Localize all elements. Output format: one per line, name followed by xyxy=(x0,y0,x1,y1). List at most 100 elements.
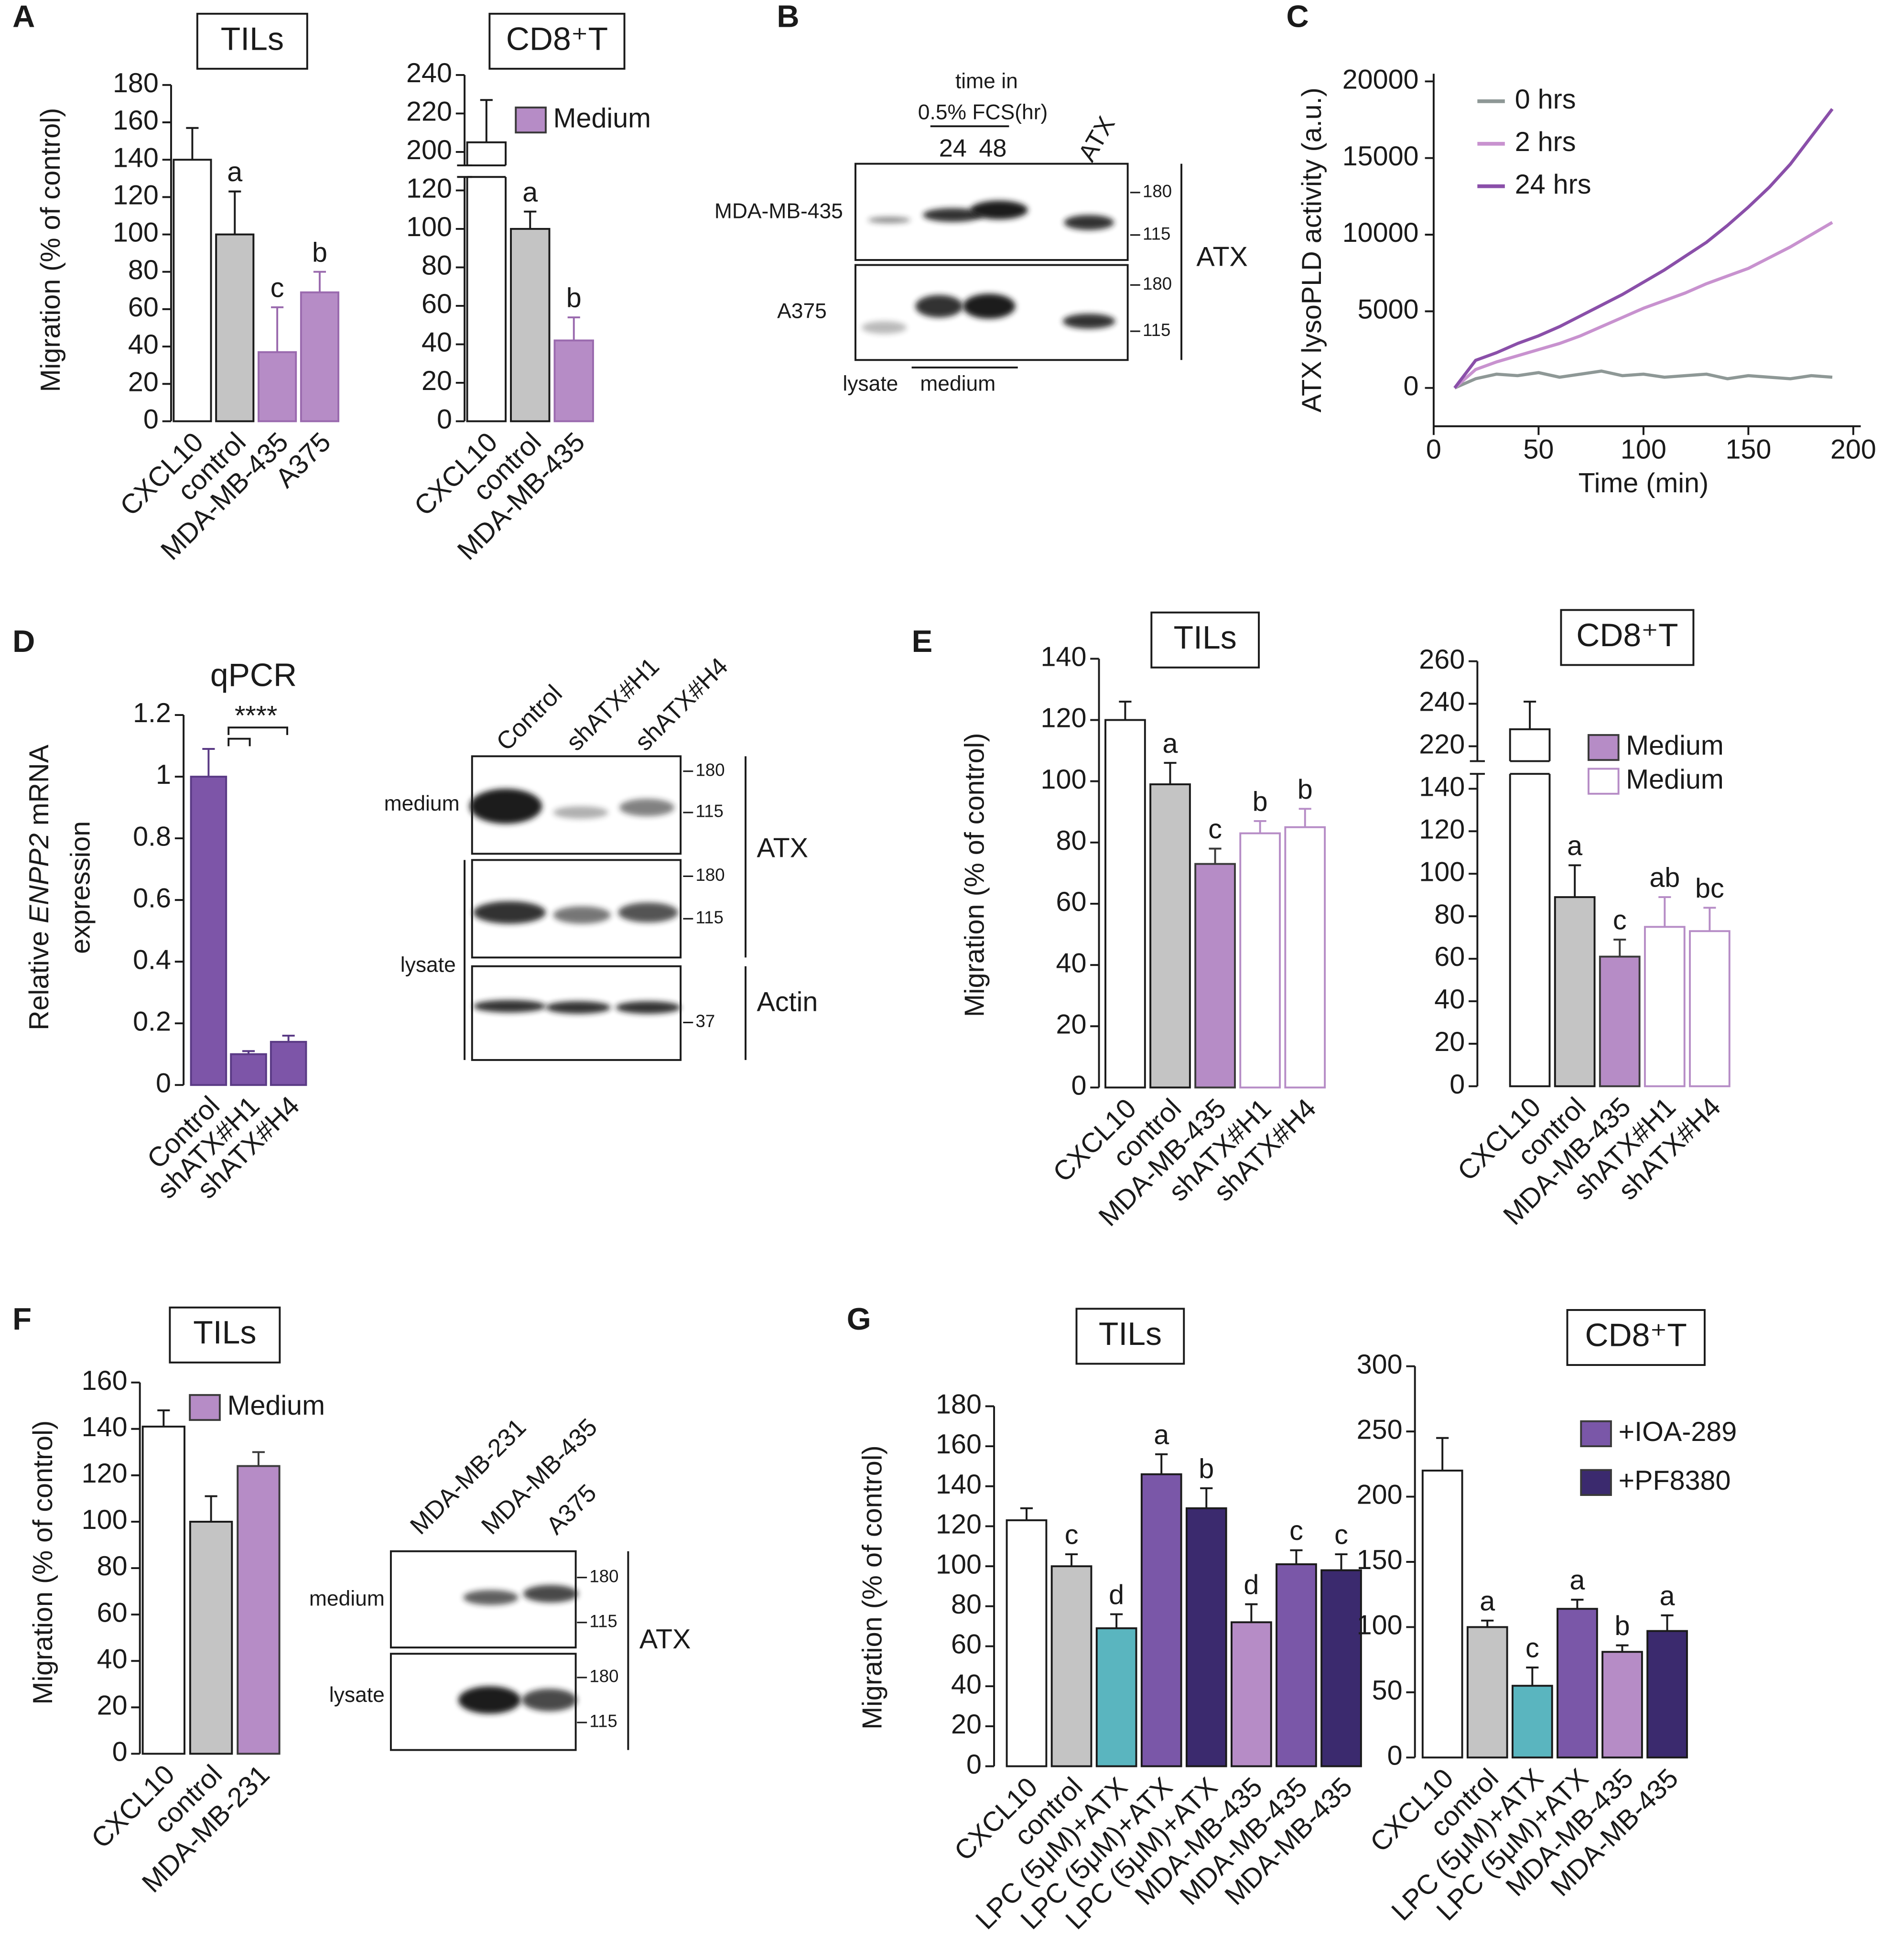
target-label: Actin xyxy=(757,986,818,1017)
bar xyxy=(141,1425,185,1755)
blot-band xyxy=(553,806,608,819)
y-tick-label: 160 xyxy=(113,105,159,136)
row-label: MDA-MB-435 xyxy=(714,199,843,223)
panel-label: D xyxy=(12,624,35,659)
y-tick-label: 120 xyxy=(406,173,452,204)
bar xyxy=(230,1053,267,1086)
error-bar xyxy=(1200,1487,1213,1508)
error-bar xyxy=(1020,1507,1033,1520)
bar xyxy=(1689,930,1731,1087)
row-label: medium xyxy=(384,792,460,815)
x-tick-label: 0 xyxy=(1426,434,1441,465)
bar xyxy=(189,1521,233,1755)
y-tick-label: 140 xyxy=(936,1469,982,1500)
blot-band xyxy=(868,217,910,223)
bar xyxy=(1276,1563,1317,1767)
y-tick-label: 80 xyxy=(951,1589,982,1620)
y-tick-label: 1 xyxy=(156,759,171,790)
error-bar xyxy=(567,316,580,341)
error-bar xyxy=(1661,1614,1674,1631)
bar xyxy=(1284,826,1326,1089)
y-tick-label: 200 xyxy=(406,135,452,165)
y-tick-label: 40 xyxy=(951,1669,982,1700)
bar xyxy=(1050,1565,1092,1767)
title-box xyxy=(1560,609,1695,666)
y-tick-label: 100 xyxy=(113,217,159,248)
error-bar xyxy=(524,210,537,229)
error-bar xyxy=(157,1409,170,1427)
bar xyxy=(215,233,255,422)
bar xyxy=(300,291,340,422)
y-tick-label: 0 xyxy=(112,1737,128,1767)
title-box xyxy=(196,12,308,70)
title-box xyxy=(488,12,626,70)
significance-letter: b xyxy=(312,237,327,268)
significance-letter: c xyxy=(1065,1520,1079,1550)
legend-label: 0 hrs xyxy=(1515,84,1576,115)
blot-band xyxy=(473,901,546,924)
blot-band xyxy=(545,1001,611,1014)
marker-label: 115 xyxy=(589,1611,617,1631)
lane-label: 48 xyxy=(979,135,1006,162)
error-bar xyxy=(480,99,493,142)
error-bar xyxy=(1616,1644,1629,1652)
error-bar xyxy=(252,1451,265,1466)
significance-letter: c xyxy=(1208,814,1222,845)
axis-break-gap xyxy=(449,165,520,177)
y-axis-label: Migration (% of control) xyxy=(28,1420,58,1705)
y-tick-label: 120 xyxy=(113,180,159,211)
y-tick-label: 0.8 xyxy=(133,821,171,852)
legend-swatch xyxy=(515,106,547,134)
significance-letter: c xyxy=(1525,1633,1539,1664)
y-tick-label: 80 xyxy=(1434,899,1465,930)
y-axis-label-part: ENPP2 xyxy=(24,833,54,923)
row-label: lysate xyxy=(400,953,456,976)
marker-label: 180 xyxy=(696,865,725,885)
bar xyxy=(1466,1626,1508,1759)
y-tick-label: 60 xyxy=(1056,887,1086,917)
significance-letter: b xyxy=(566,283,582,314)
significance-stars: **** xyxy=(235,700,277,731)
y-tick-label: 260 xyxy=(1419,644,1465,675)
blot-band xyxy=(458,1686,521,1714)
y-tick-label: 20 xyxy=(422,366,452,396)
x-tick-label: 200 xyxy=(1830,434,1876,465)
y-tick-label: 60 xyxy=(97,1597,128,1628)
blot-band xyxy=(923,208,983,222)
bar xyxy=(1194,863,1236,1089)
bar xyxy=(1554,896,1596,1087)
error-bar xyxy=(1335,1553,1348,1570)
chart-title: TILs xyxy=(193,1314,256,1351)
bar xyxy=(1511,1685,1553,1759)
error-bar xyxy=(1209,847,1222,864)
bar xyxy=(1231,1621,1272,1767)
bar xyxy=(173,159,212,422)
y-tick-label: 140 xyxy=(82,1412,128,1442)
x-axis-label: Time (min) xyxy=(1579,468,1709,498)
target-label: ATX xyxy=(1196,242,1248,272)
y-tick-label: 60 xyxy=(1434,942,1465,972)
blot-band xyxy=(553,906,611,924)
lane-label: ATX xyxy=(1073,112,1121,166)
significance-letter: a xyxy=(227,157,242,187)
blot-band xyxy=(862,321,907,334)
legend-label: Medium xyxy=(227,1390,325,1421)
y-tick-label: 60 xyxy=(951,1629,982,1660)
y-tick-label: 80 xyxy=(1056,825,1086,856)
legend-label: 2 hrs xyxy=(1515,127,1576,157)
y-tick-label: 300 xyxy=(1357,1349,1403,1380)
y-tick-label: 20 xyxy=(128,367,159,397)
title-box xyxy=(1150,611,1260,669)
legend-swatch xyxy=(1580,1420,1612,1448)
x-tick-label: 150 xyxy=(1725,434,1771,465)
error-bar xyxy=(1436,1437,1449,1471)
blot-header: time in xyxy=(955,69,1018,93)
y-tick-label: 180 xyxy=(936,1389,982,1420)
chart-title: TILs xyxy=(1174,619,1237,656)
y-tick-label: 0 xyxy=(1449,1069,1465,1100)
bar xyxy=(1149,783,1191,1089)
y-tick-label: 0 xyxy=(966,1749,982,1780)
y-tick-label: 0 xyxy=(1071,1071,1086,1101)
legend-label: Medium xyxy=(553,103,651,133)
